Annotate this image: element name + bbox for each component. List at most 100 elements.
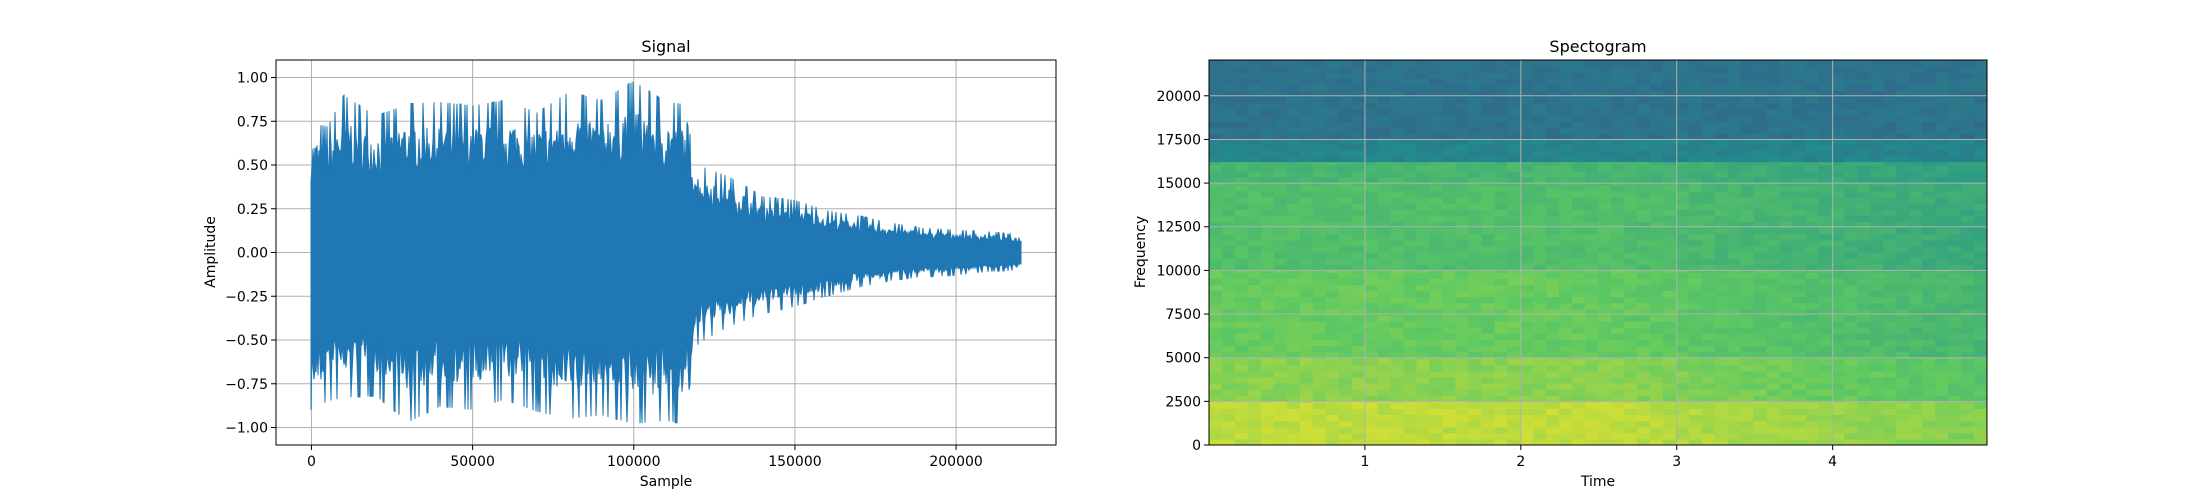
spectrogram-cell xyxy=(1948,84,1962,92)
spectrogram-cell xyxy=(1844,108,1858,116)
spectrogram-cell xyxy=(1779,402,1794,409)
spectrogram-cell xyxy=(1922,156,1936,163)
spectrogram-cell xyxy=(1818,203,1832,210)
spectrogram-cell xyxy=(1494,370,1508,378)
spectrogram-cell xyxy=(1222,90,1236,98)
spectrogram-cell xyxy=(1585,170,1599,178)
spectrogram-cell xyxy=(1247,191,1262,198)
spectrogram-cell xyxy=(1520,339,1534,347)
spectrogram-cell xyxy=(1779,96,1794,104)
spectrogram-cell xyxy=(1935,66,1949,73)
spectrogram-cell xyxy=(1948,227,1962,235)
spectrogram-cell xyxy=(1649,149,1664,157)
spectrogram-cell xyxy=(1922,302,1936,310)
spectrogram-cell xyxy=(1611,139,1625,145)
spectrogram-cell xyxy=(1222,143,1236,151)
spectrogram-cell xyxy=(1649,197,1664,204)
spectrogram-cell xyxy=(1636,414,1651,422)
spectrogram-cell xyxy=(1481,84,1495,92)
spectrogram-cell xyxy=(1649,438,1664,445)
spectrogram-cell xyxy=(1351,402,1366,409)
spectrogram-ytick-label: 15000 xyxy=(1156,176,1201,192)
spectrogram-cell xyxy=(1935,290,1949,298)
spectrogram-cell xyxy=(1727,401,1742,403)
spectrogram-cell xyxy=(1442,389,1456,396)
spectrogram-cell xyxy=(1623,345,1638,353)
spectrogram-cell xyxy=(1455,302,1469,310)
spectrogram-cell xyxy=(1948,96,1962,104)
spectrogram-cell xyxy=(1273,197,1288,204)
spectrogram-cell xyxy=(1222,108,1236,116)
spectrogram-cell xyxy=(1598,133,1612,140)
spectrogram-cell xyxy=(1286,184,1301,192)
spectrogram-cell xyxy=(1636,164,1651,172)
spectrogram-cell xyxy=(1507,383,1521,390)
spectrogram-cell xyxy=(1792,308,1807,316)
spectrogram-cell xyxy=(1688,327,1703,334)
spectrogram-cell xyxy=(1494,345,1508,353)
spectrogram-cell xyxy=(1844,438,1858,445)
spectrogram-cell xyxy=(1481,278,1495,285)
spectrogram-cell xyxy=(1247,389,1262,396)
spectrogram-cell xyxy=(1675,401,1690,403)
spectrogram-cell xyxy=(1455,364,1469,372)
spectrogram-cell xyxy=(1844,156,1858,163)
spectrogram-cell xyxy=(1455,133,1469,140)
spectrogram-cell xyxy=(1662,78,1677,85)
spectrogram-cell xyxy=(1559,414,1573,422)
spectrogram-cell xyxy=(1727,408,1742,415)
spectrogram-cell xyxy=(1429,102,1443,110)
spectrogram-cell xyxy=(1649,164,1664,172)
spectrogram-cell xyxy=(1883,351,1897,359)
spectrogram-cell xyxy=(1701,233,1716,241)
spectrogram-cell xyxy=(1844,284,1858,292)
spectrogram-cell xyxy=(1909,284,1923,292)
spectrogram-cell xyxy=(1312,252,1327,259)
spectrogram-cell xyxy=(1779,420,1794,428)
spectrogram-cell xyxy=(1844,420,1858,428)
spectrogram-cell xyxy=(1468,395,1482,402)
spectrogram-cell xyxy=(1286,408,1301,415)
spectrogram-cell xyxy=(1533,358,1547,366)
spectrogram-cell xyxy=(1559,290,1573,298)
spectrogram-cell xyxy=(1429,115,1443,122)
spectrogram-cell xyxy=(1857,408,1871,415)
spectrogram-cell xyxy=(1870,156,1884,163)
spectrogram-cell xyxy=(1740,115,1755,122)
spectrogram-cell xyxy=(1649,383,1664,390)
spectrogram-cell xyxy=(1468,308,1482,316)
spectrogram-cell xyxy=(1533,149,1547,157)
spectrogram-cell xyxy=(1286,345,1301,353)
spectrogram-cell xyxy=(1636,209,1651,216)
spectrogram-cell xyxy=(1909,108,1923,116)
spectrogram-cell xyxy=(1662,308,1677,316)
spectrogram-cell xyxy=(1844,258,1858,265)
spectrogram-cell xyxy=(1611,197,1625,204)
spectrogram-cell xyxy=(1792,296,1807,304)
spectrogram-cell xyxy=(1325,227,1340,235)
spectrogram-cell xyxy=(1533,258,1547,265)
spectrogram-cell xyxy=(1766,102,1781,110)
spectrogram-cell xyxy=(1234,270,1249,273)
spectrogram-cell xyxy=(1273,364,1288,372)
spectrogram-cell xyxy=(1377,327,1392,334)
spectrogram-cell xyxy=(1701,252,1716,259)
spectrogram-cell xyxy=(1662,327,1677,334)
spectrogram-cell xyxy=(1870,72,1884,79)
spectrogram-cell xyxy=(1468,215,1482,223)
spectrogram-cell xyxy=(1870,333,1884,340)
spectrogram-cell xyxy=(1935,121,1949,128)
spectrogram-cell xyxy=(1935,203,1949,210)
spectrogram-cell xyxy=(1338,78,1353,85)
spectrogram-cell xyxy=(1481,72,1495,79)
spectrogram-cell xyxy=(1286,401,1301,403)
spectrogram-cell xyxy=(1948,183,1962,186)
spectrogram-cell xyxy=(1740,215,1755,223)
spectrogram-cell xyxy=(1598,395,1612,402)
spectrogram-cell xyxy=(1416,358,1431,366)
spectrogram-cell xyxy=(1753,270,1768,273)
spectrogram-cell xyxy=(1688,78,1703,85)
spectrogram-cell xyxy=(1273,209,1288,216)
spectrogram-cell xyxy=(1753,252,1768,259)
spectrogram-cell xyxy=(1948,376,1962,384)
